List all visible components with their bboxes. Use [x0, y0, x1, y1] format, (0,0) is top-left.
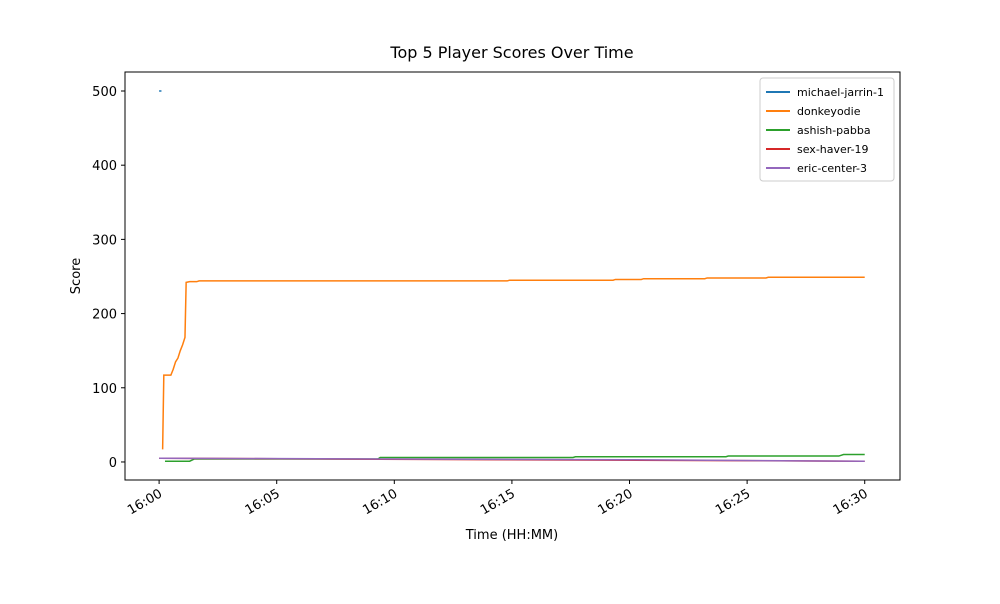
- chart-title: Top 5 Player Scores Over Time: [389, 43, 633, 62]
- x-tick-label: 16:05: [243, 486, 283, 518]
- plot-frame: [124, 71, 901, 481]
- y-tick-label: 100: [92, 382, 117, 397]
- legend-label: eric-center-3: [797, 162, 867, 175]
- y-tick-label: 500: [92, 85, 117, 100]
- legend-label: sex-haver-19: [797, 143, 869, 156]
- x-tick-label: 16:25: [713, 486, 753, 518]
- x-tick-label: 16:20: [596, 486, 636, 518]
- series-line: [161, 276, 865, 450]
- y-tick-label: 400: [92, 159, 117, 174]
- legend-label: ashish-pabba: [797, 124, 871, 137]
- legend-label: donkeyodie: [797, 105, 861, 118]
- x-tick-label: 16:15: [478, 486, 518, 518]
- x-tick-label: 16:30: [831, 486, 871, 518]
- y-axis-label: Score: [69, 258, 84, 294]
- legend-label: michael-jarrin-1: [797, 86, 884, 99]
- y-tick-label: 300: [92, 233, 117, 248]
- x-tick-label: 16:00: [125, 486, 165, 518]
- y-tick-label: 200: [92, 308, 117, 323]
- series-line: [164, 453, 865, 462]
- y-tick-label: 0: [109, 456, 117, 471]
- x-tick-label: 16:10: [360, 486, 400, 518]
- series-line: [159, 457, 865, 462]
- legend-box: [759, 77, 895, 182]
- x-axis-label: Time (HH:MM): [465, 528, 558, 543]
